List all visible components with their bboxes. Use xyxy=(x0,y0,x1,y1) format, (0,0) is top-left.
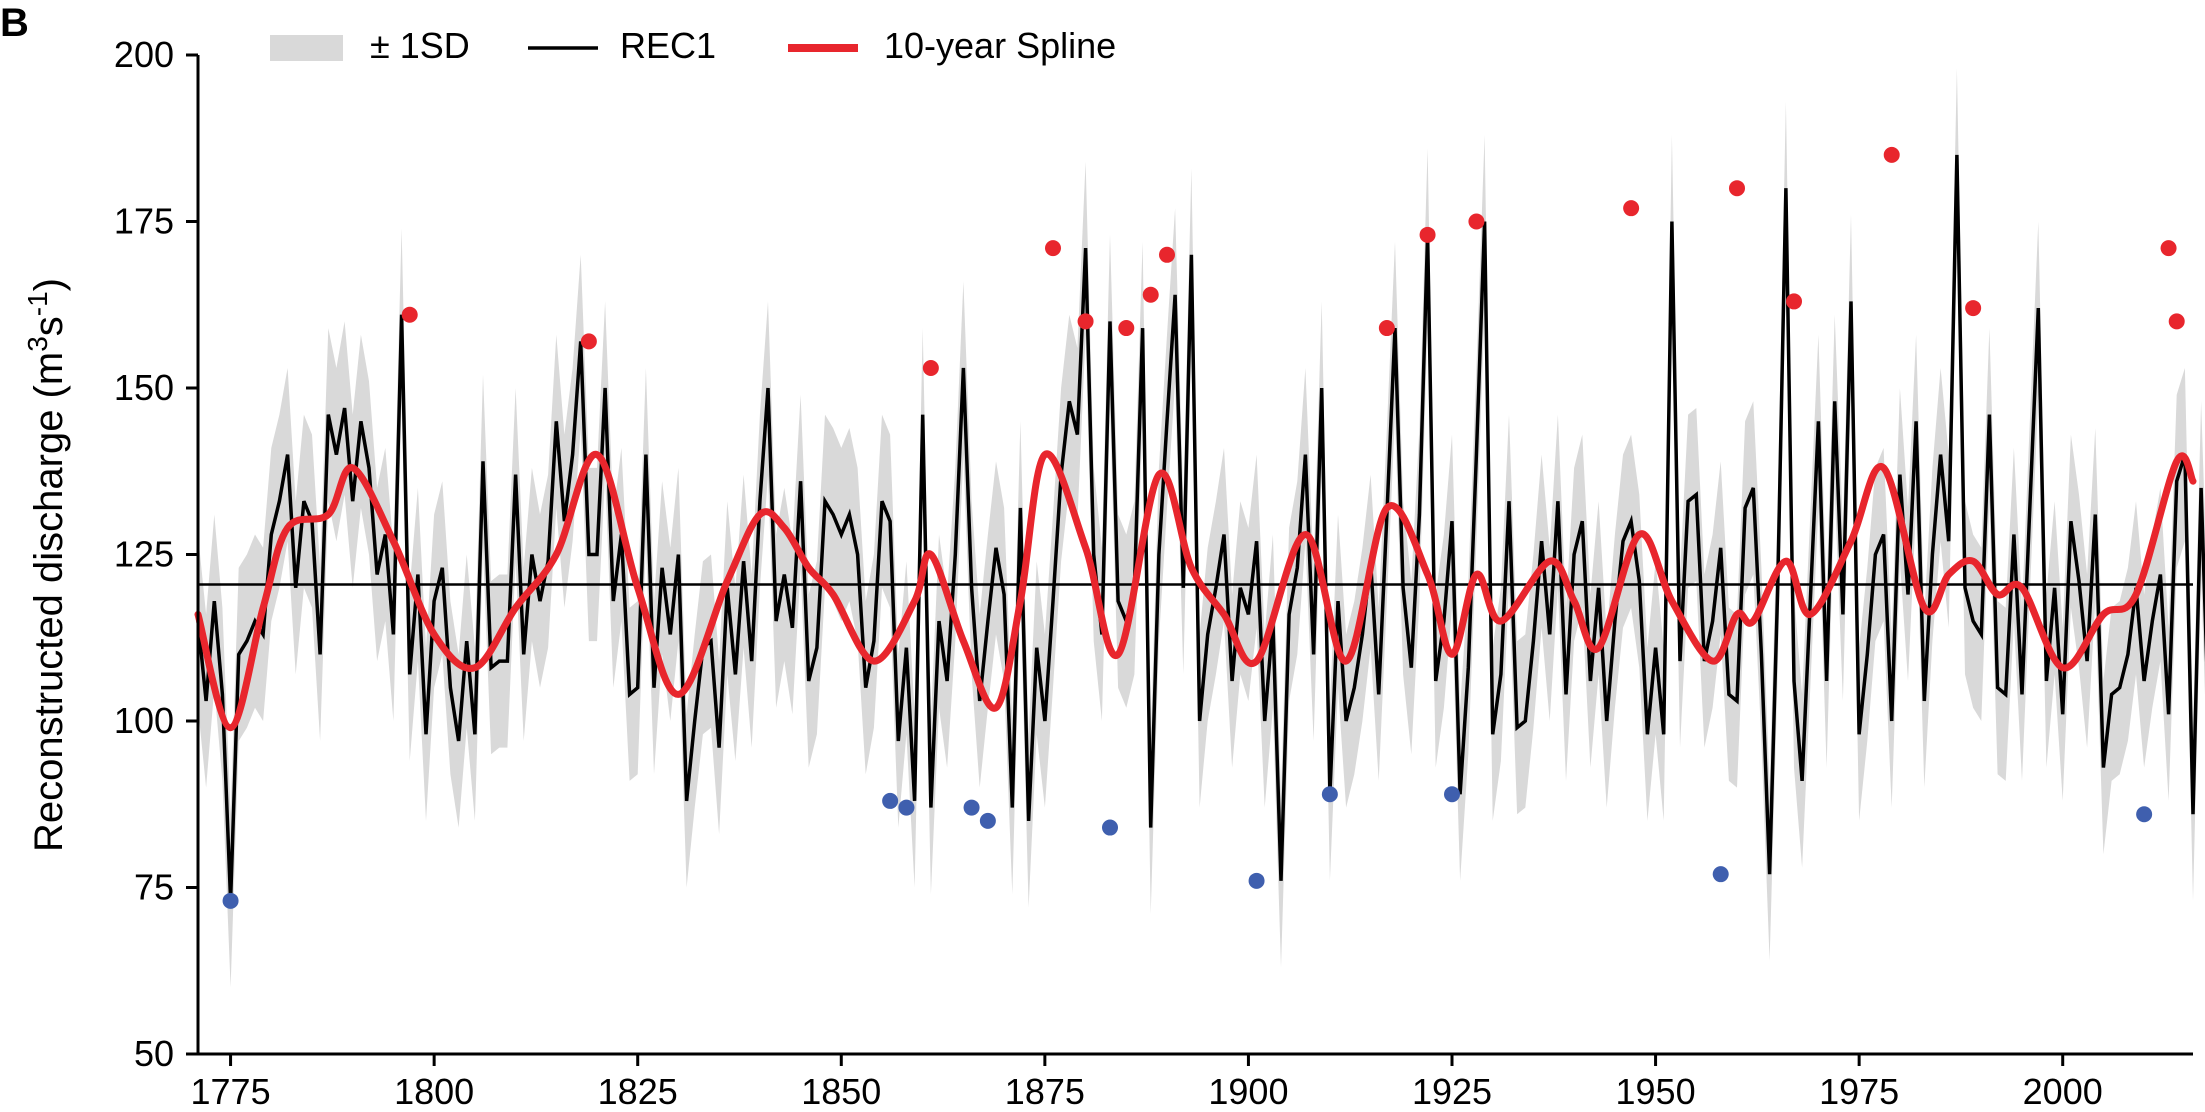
low-extreme-marker xyxy=(882,792,899,809)
high-extreme-marker xyxy=(1378,320,1395,337)
low-extreme-marker xyxy=(1248,872,1265,889)
y-tick-label: 50 xyxy=(134,1033,174,1074)
y-tick-label: 125 xyxy=(114,534,174,575)
x-tick-label: 1875 xyxy=(1005,1071,1085,1112)
x-tick-label: 1800 xyxy=(394,1071,474,1112)
high-extreme-marker xyxy=(1045,240,1061,257)
x-tick-label: 1975 xyxy=(1819,1071,1899,1112)
high-extreme-marker xyxy=(1159,246,1175,263)
legend-band-swatch xyxy=(270,35,343,61)
high-extreme-marker xyxy=(922,360,939,377)
x-ticks: 1775 1800 1825 1850 1875 1900 1925 1950 1975 2000 xyxy=(191,1054,2103,1112)
rec1-series-line xyxy=(196,154,2205,901)
y-tick-label: 150 xyxy=(114,367,174,408)
legend: ± 1SD REC1 10-year Spline xyxy=(270,25,1116,66)
low-extreme-marker xyxy=(963,799,980,816)
high-extreme-marker xyxy=(580,333,597,350)
sd-band xyxy=(198,68,2205,988)
spline-series-line xyxy=(194,450,2197,732)
x-tick-label: 1925 xyxy=(1412,1071,1492,1112)
panel-label: B xyxy=(0,1,29,45)
high-extreme-marker xyxy=(1468,213,1485,230)
y-tick-label: 100 xyxy=(114,700,174,741)
x-tick-label: 1900 xyxy=(1208,1071,1288,1112)
extreme-markers xyxy=(222,146,2185,909)
legend-label-rec1: REC1 xyxy=(620,25,716,66)
y-ticks: 50 75 100 125 150 175 200 xyxy=(114,34,198,1074)
high-extreme-marker xyxy=(2160,240,2177,257)
high-extreme-marker xyxy=(1419,226,1436,243)
high-extreme-marker xyxy=(1142,286,1159,303)
axes: 50 75 100 125 150 175 200 1775 1800 1825 1850 1875… xyxy=(114,34,2193,1112)
low-extreme-marker xyxy=(898,799,915,816)
legend-label-spline: 10-year Spline xyxy=(884,25,1116,66)
low-extreme-marker xyxy=(2136,806,2153,823)
y-axis-title: Reconstructed discharge (m3s-1) xyxy=(22,278,72,852)
high-extreme-marker xyxy=(1965,300,1982,317)
high-extreme-marker xyxy=(1883,146,1900,163)
high-extreme-marker xyxy=(1729,180,1745,197)
low-extreme-marker xyxy=(222,892,239,909)
y-tick-label: 200 xyxy=(114,34,174,75)
low-extreme-marker xyxy=(979,812,996,829)
low-extreme-marker xyxy=(1102,819,1118,836)
high-extreme-marker xyxy=(1077,313,1094,330)
low-extreme-marker xyxy=(1321,786,1338,803)
high-extreme-marker xyxy=(1118,320,1135,337)
legend-label-sd: ± 1SD xyxy=(370,25,470,66)
x-tick-label: 1850 xyxy=(801,1071,881,1112)
y-tick-label: 175 xyxy=(114,201,174,242)
high-extreme-marker xyxy=(2168,313,2185,330)
y-tick-label: 75 xyxy=(134,867,174,908)
high-extreme-marker xyxy=(401,306,418,323)
high-extreme-marker xyxy=(1623,200,1640,217)
x-tick-label: 1950 xyxy=(1616,1071,1696,1112)
x-tick-label: 2000 xyxy=(2023,1071,2103,1112)
x-tick-label: 1775 xyxy=(191,1071,271,1112)
low-extreme-marker xyxy=(1712,866,1729,883)
high-extreme-marker xyxy=(1786,293,1802,310)
x-tick-label: 1825 xyxy=(598,1071,678,1112)
plot-area xyxy=(194,68,2205,988)
low-extreme-marker xyxy=(1444,786,1460,803)
